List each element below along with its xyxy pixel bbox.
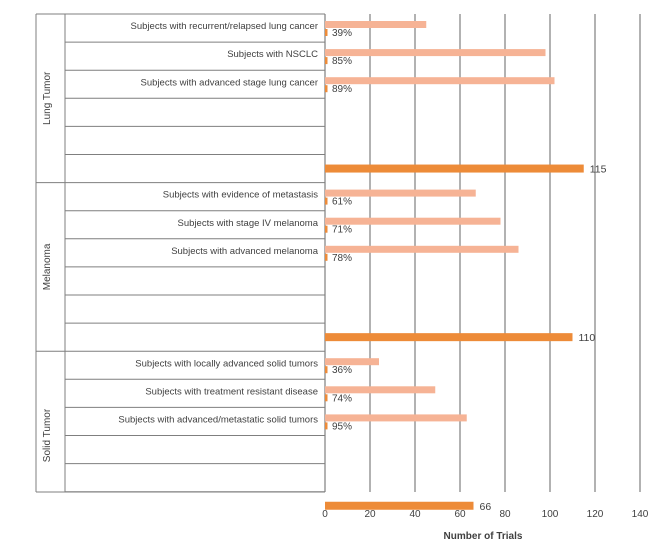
subgroup-percent-label: 74% (332, 393, 352, 404)
subgroup-percent-label: 85% (332, 56, 352, 67)
subgroup-stub (325, 225, 328, 233)
subgroup-percent-label: 71% (332, 225, 352, 236)
subgroup-bar (325, 217, 501, 225)
total-value-label: 66 (480, 501, 492, 513)
subgroup-bar (325, 49, 546, 57)
subgroup-stub (325, 197, 328, 205)
total-bar (325, 333, 573, 342)
x-axis-title: Number of Trials (444, 531, 523, 542)
group-label: Solid Tumor (42, 408, 53, 462)
category-labels: Lung Tumor Subjects with recurrent/relaps… (42, 21, 607, 513)
total-value-label: 110 (579, 332, 596, 344)
subgroup-stub (325, 85, 328, 93)
subgroup-percent-label: 95% (332, 421, 352, 432)
subgroup-label: Subjects with advanced/metastatic solid … (118, 414, 318, 425)
subgroup-label: Subjects with treatment resistant diseas… (145, 386, 318, 397)
subgroup-percent-label: 89% (332, 84, 352, 95)
subgroup-stub (325, 422, 328, 430)
category-table-lines (35, 13, 326, 493)
subgroup-label: Subjects with locally advanced solid tum… (135, 358, 318, 369)
total-bar (325, 501, 474, 510)
subgroup-stub (325, 57, 328, 65)
subgroup-stub (325, 366, 328, 374)
subgroup-bar (325, 189, 476, 197)
subgroup-label: Subjects with advanced melanoma (171, 246, 319, 257)
subgroup-label: Subjects with NSCLC (227, 49, 318, 60)
subgroup-bar (325, 21, 427, 28)
x-tick-label: 100 (542, 509, 559, 520)
subgroup-stub (325, 394, 328, 402)
bars (325, 21, 584, 510)
group-label: Lung Tumor (42, 71, 53, 125)
x-tick-label: 120 (587, 509, 604, 520)
x-tick-label: 80 (499, 509, 511, 520)
subgroup-percent-label: 78% (332, 253, 352, 264)
subgroup-label: Subjects with evidence of metastasis (163, 190, 318, 201)
x-tick-label: 40 (409, 509, 421, 520)
subgroup-stub (325, 253, 328, 261)
subgroup-bar (325, 358, 379, 366)
x-axis-ticks: 0 20 40 60 80 100 120 140 (322, 509, 649, 520)
group-label: Melanoma (42, 243, 53, 290)
subgroup-bar (325, 245, 519, 253)
subgroup-label: Subjects with stage IV melanoma (178, 218, 319, 229)
subgroup-bar (325, 414, 467, 422)
subgroup-bar (325, 77, 555, 85)
total-value-label: 115 (590, 164, 607, 176)
x-tick-label: 140 (632, 509, 649, 520)
gridlines (324, 14, 641, 492)
x-tick-label: 0 (322, 509, 328, 520)
subgroup-bar (325, 386, 436, 394)
x-tick-label: 20 (364, 509, 376, 520)
subgroup-label: Subjects with advanced stage lung cancer (141, 77, 318, 88)
total-bar (325, 164, 584, 173)
x-tick-label: 60 (454, 509, 466, 520)
subgroup-stub (325, 29, 328, 36)
subgroup-percent-label: 36% (332, 365, 352, 376)
subgroup-percent-label: 39% (332, 28, 352, 39)
subgroup-percent-label: 61% (332, 197, 352, 208)
subgroup-label: Subjects with recurrent/relapsed lung ca… (131, 21, 318, 32)
